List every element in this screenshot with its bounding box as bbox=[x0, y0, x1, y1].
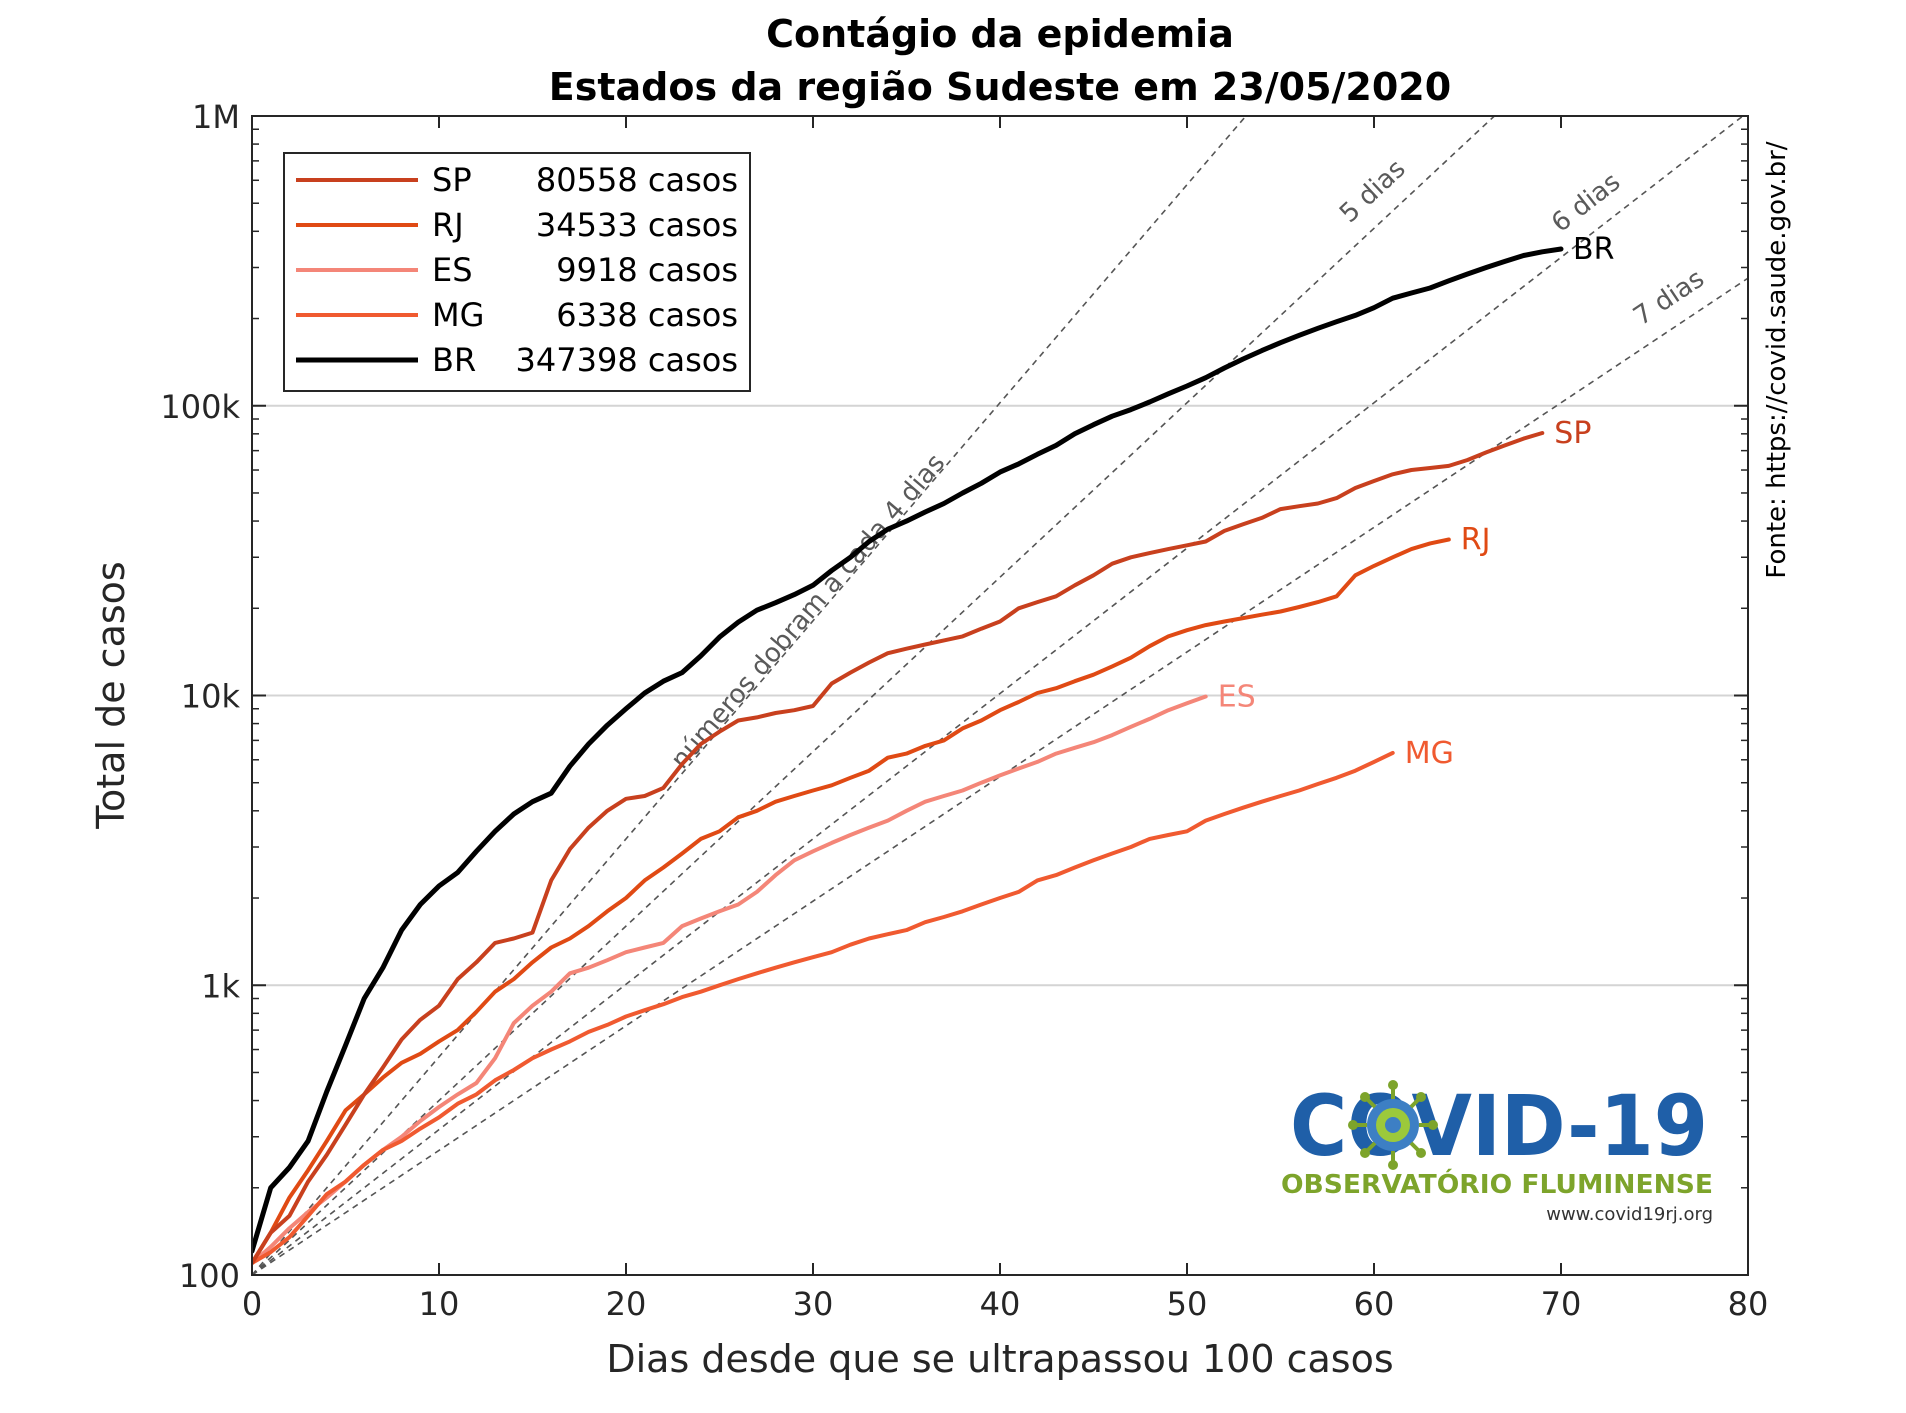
logo: COVID-19 bbox=[1281, 1077, 1713, 1225]
legend-series-value: 9918 casos bbox=[556, 251, 738, 289]
y-tick-label: 10k bbox=[181, 678, 241, 716]
x-tick-label: 20 bbox=[606, 1285, 647, 1323]
legend-series-name: SP bbox=[432, 161, 472, 199]
end-label-br: BR bbox=[1573, 232, 1614, 267]
legend-series-value: 347398 casos bbox=[516, 341, 738, 379]
legend-series-name: RJ bbox=[432, 206, 464, 244]
x-tick-label: 50 bbox=[1167, 1285, 1208, 1323]
legend-series-name: MG bbox=[432, 296, 484, 334]
x-tick-label: 40 bbox=[980, 1285, 1021, 1323]
end-label-rj: RJ bbox=[1461, 523, 1491, 558]
logo-subtitle: OBSERVATÓRIO FLUMINENSE bbox=[1281, 1168, 1713, 1200]
y-axis-label: Total de casos bbox=[89, 561, 133, 829]
y-tick-label: 100k bbox=[160, 388, 240, 426]
legend-series-value: 34533 casos bbox=[536, 206, 738, 244]
reference-line bbox=[252, 116, 1247, 1275]
series-layer bbox=[252, 246, 1564, 1265]
virus-icon bbox=[1348, 1080, 1438, 1170]
chart-subtitle: Estados da região Sudeste em 23/05/2020 bbox=[549, 65, 1451, 109]
logo-url: www.covid19rj.org bbox=[1546, 1204, 1713, 1225]
end-label-es: ES bbox=[1218, 680, 1256, 715]
series-line-br bbox=[252, 246, 1564, 1254]
reference-line bbox=[252, 116, 1744, 1275]
tick-layer: 0 10 20 30 40 50 60 70 80 100 1k 10k 100k 1M bbox=[160, 98, 1768, 1323]
x-tick-label: 10 bbox=[419, 1285, 460, 1323]
legend-series-value: 80558 casos bbox=[536, 161, 738, 199]
series-line-rj bbox=[252, 537, 1451, 1265]
legend: SP 80558 casos RJ 34533 casos ES 9918 casos MG… bbox=[283, 152, 751, 392]
x-tick-label: 80 bbox=[1728, 1285, 1769, 1323]
x-tick-label: 70 bbox=[1541, 1285, 1582, 1323]
x-tick-label: 0 bbox=[242, 1285, 262, 1323]
legend-series-name: ES bbox=[432, 251, 473, 289]
end-labels: ES MG RJ SP BR bbox=[1218, 232, 1615, 771]
end-label-sp: SP bbox=[1554, 416, 1591, 451]
end-label-mg: MG bbox=[1405, 736, 1454, 771]
legend-series-value: 6338 casos bbox=[556, 296, 738, 334]
x-tick-label: 60 bbox=[1354, 1285, 1395, 1323]
x-tick-label: 30 bbox=[793, 1285, 834, 1323]
legend-series-name: BR bbox=[432, 341, 476, 379]
series-line-sp bbox=[252, 431, 1545, 1265]
x-axis-label: Dias desde que se ultrapassou 100 casos bbox=[606, 1337, 1393, 1381]
reference-lines bbox=[252, 116, 1748, 1275]
reference-line bbox=[252, 116, 1495, 1275]
y-tick-label: 100 bbox=[179, 1257, 240, 1295]
y-tick-label: 1k bbox=[201, 967, 240, 1005]
y-tick-label: 1M bbox=[192, 98, 240, 136]
reference-line bbox=[252, 277, 1748, 1275]
source-note: Fonte: https://covid.saude.gov.br/ bbox=[1762, 141, 1792, 578]
series-line-es bbox=[252, 694, 1208, 1265]
series-line-mg bbox=[252, 750, 1395, 1265]
chart-title: Contágio da epidemia bbox=[766, 12, 1234, 56]
